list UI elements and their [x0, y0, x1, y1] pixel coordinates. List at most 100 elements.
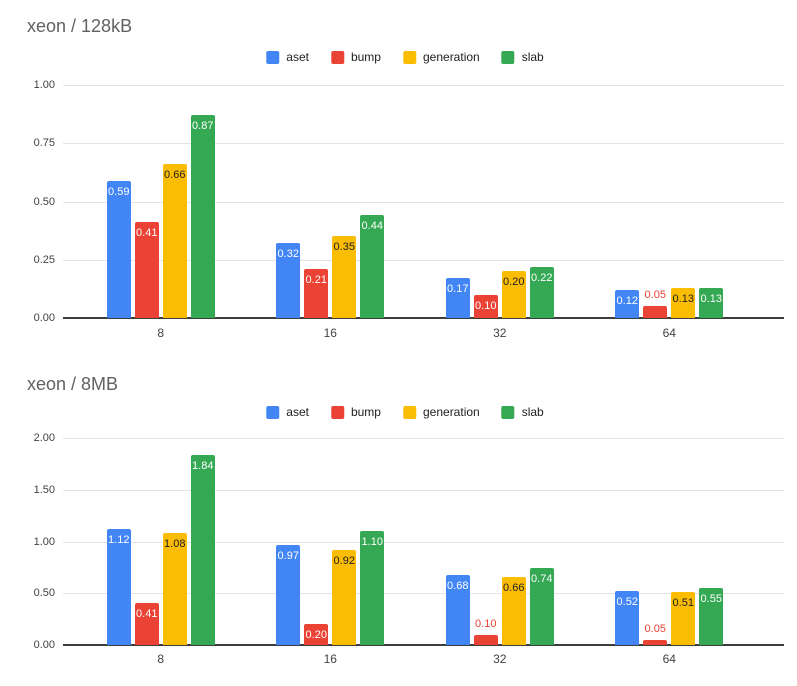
bar-bump-32 [473, 294, 498, 318]
legend-item-generation: generation [402, 50, 480, 64]
y-axis-tick-label: 1.00 [33, 79, 55, 91]
legend-item-bump: bump [330, 50, 381, 64]
x-axis-label: 64 [662, 652, 676, 666]
x-axis-label: 32 [493, 652, 507, 666]
bar-slab-8 [190, 454, 215, 645]
chart-title: xeon / 8MB [27, 374, 119, 394]
legend-item-aset: aset [266, 405, 309, 419]
legend-item-slab: slab [501, 50, 544, 64]
bar-value-label: 0.21 [305, 274, 327, 287]
bar-generation-32 [501, 271, 526, 318]
bar-generation-8 [162, 164, 187, 318]
bar-value-label: 1.10 [361, 536, 383, 549]
bar-value-label: 0.52 [616, 596, 638, 609]
bar-value-label: 0.35 [333, 241, 355, 254]
gridline [63, 201, 784, 203]
gridline [63, 143, 784, 145]
legend-swatch [501, 405, 515, 419]
bar-generation-32 [501, 576, 526, 645]
chart-title: xeon / 128kB [27, 16, 133, 36]
bar-value-label: 1.12 [108, 534, 130, 547]
x-axis-label: 8 [157, 326, 165, 340]
bar-value-label: 0.05 [644, 289, 666, 302]
bar-value-label: 0.17 [447, 283, 469, 296]
x-axis-label: 64 [662, 326, 676, 340]
bar-value-label: 0.87 [192, 120, 214, 133]
legend-label: bump [350, 405, 381, 419]
legend-swatch [402, 405, 416, 419]
legend-item-aset: aset [266, 50, 309, 64]
bar-value-label: 0.59 [108, 185, 130, 198]
bar-value-label: 0.10 [475, 617, 497, 630]
gridline [63, 489, 784, 491]
bar-value-label: 0.74 [531, 573, 553, 586]
legend-swatch [330, 50, 344, 64]
bar-aset-8 [106, 180, 131, 318]
legend-swatch [330, 405, 344, 419]
bar-value-label: 0.92 [333, 554, 355, 567]
bar-value-label: 0.12 [616, 295, 638, 308]
bar-generation-8 [162, 533, 187, 645]
x-axis-label: 16 [323, 652, 337, 666]
bar-generation-64 [671, 287, 696, 318]
bar-value-label: 0.97 [277, 549, 299, 562]
bar-bump-16 [304, 624, 329, 645]
y-axis-tick-label: 0.00 [33, 312, 55, 324]
chart-legend: aset bump generation slab [266, 50, 544, 64]
bar-value-label: 1.08 [164, 538, 186, 551]
legend-swatch [501, 50, 515, 64]
bar-bump-8 [134, 222, 159, 318]
legend-item-bump: bump [330, 405, 381, 419]
bar-value-label: 0.20 [305, 629, 327, 642]
gridline [63, 593, 784, 595]
bar-value-label: 0.68 [447, 579, 469, 592]
y-axis-tick-label: 0.25 [33, 253, 55, 266]
bar-slab-16 [360, 215, 385, 318]
bar-bump-16 [304, 269, 329, 318]
bar-aset-64 [615, 290, 640, 318]
bar-value-label: 0.32 [277, 248, 299, 261]
bar-value-label: 0.13 [700, 292, 722, 305]
bar-value-label: 0.05 [644, 622, 666, 635]
x-axis-label: 8 [157, 652, 165, 666]
x-axis-label: 16 [323, 326, 337, 340]
gridline [63, 541, 784, 543]
legend-item-slab: slab [501, 405, 544, 419]
gridline [63, 85, 784, 86]
gridline [63, 438, 784, 439]
bar-value-label: 0.13 [672, 292, 694, 305]
legend-swatch [266, 50, 280, 64]
y-axis-tick-label: 0.50 [33, 195, 55, 208]
bar-slab-64 [699, 287, 724, 318]
y-axis-tick-label: 0.00 [33, 639, 55, 651]
legend-swatch [266, 405, 280, 419]
bar-slab-16 [360, 531, 385, 645]
bar-slab-64 [699, 588, 724, 645]
legend-label: bump [350, 50, 381, 64]
legend-label: slab [521, 50, 544, 64]
bar-slab-32 [529, 568, 554, 645]
y-axis-tick-label: 1.50 [33, 483, 55, 496]
bar-generation-16 [332, 549, 357, 645]
bar-value-label: 1.84 [192, 459, 214, 472]
gridline [63, 259, 784, 261]
bar-generation-16 [332, 236, 357, 318]
bar-value-label: 0.55 [700, 593, 722, 606]
bar-bump-64 [643, 306, 668, 318]
legend-swatch [402, 50, 416, 64]
bar-value-label: 0.66 [503, 581, 525, 594]
bar-aset-32 [445, 278, 470, 318]
legend-label: generation [422, 405, 480, 419]
bar-value-label: 0.51 [672, 597, 694, 610]
y-axis-tick-label: 0.75 [33, 137, 55, 150]
bar-aset-8 [106, 529, 131, 645]
y-axis-tick-label: 2.00 [33, 432, 55, 444]
bar-bump-32 [473, 634, 498, 645]
bar-bump-64 [643, 639, 668, 645]
legend-label: generation [422, 50, 480, 64]
legend-item-generation: generation [402, 405, 480, 419]
chart-legend: aset bump generation slab [266, 405, 544, 419]
bar-generation-64 [671, 592, 696, 645]
bar-aset-64 [615, 591, 640, 645]
